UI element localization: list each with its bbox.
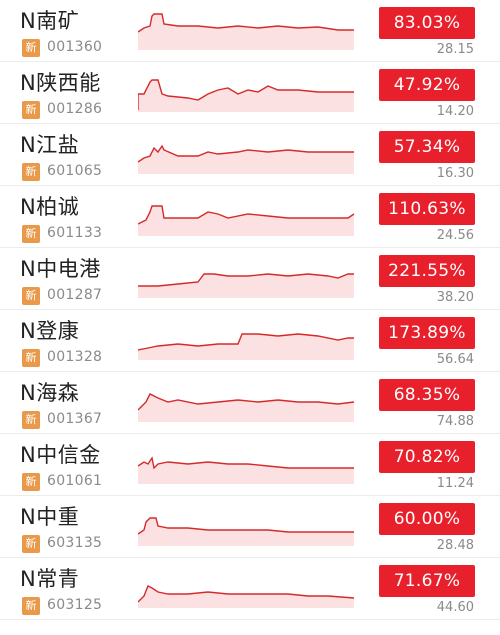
stock-row[interactable]: N南矿 新 001360 83.03% 28.15: [0, 0, 500, 62]
intraday-sparkline: [138, 13, 354, 50]
change-percent: 221.55%: [379, 255, 475, 287]
intraday-sparkline: [138, 456, 354, 484]
stock-code: 601133: [47, 225, 103, 241]
sparkline-line: [138, 144, 354, 163]
sparkline-area: [138, 394, 354, 422]
new-badge: 新: [22, 473, 40, 491]
intraday-sparkline: [138, 273, 354, 298]
stock-name: N中信金: [20, 443, 101, 467]
stock-code: 601061: [47, 473, 103, 489]
stock-price: 16.30: [436, 166, 474, 181]
new-badge: 新: [22, 163, 40, 181]
stock-code: 001360: [47, 39, 103, 55]
change-percent: 47.92%: [379, 69, 475, 101]
sparkline-area: [138, 586, 354, 608]
stock-price: 28.48: [436, 538, 474, 553]
stock-row[interactable]: N江盐 新 601065 57.34% 16.30: [0, 124, 500, 186]
stock-row[interactable]: N中重 新 603135 60.00% 28.48: [0, 496, 500, 558]
stock-name: N江盐: [20, 133, 80, 157]
stock-name: N常青: [20, 567, 80, 591]
sparkline-line: [138, 205, 355, 225]
sparkline-line: [138, 79, 354, 110]
sparkline-area: [138, 518, 354, 546]
intraday-sparkline: [138, 585, 355, 608]
sparkline-area: [138, 146, 354, 174]
change-percent: 70.82%: [379, 441, 475, 473]
stock-name: N登康: [20, 319, 80, 343]
sparkline-line: [138, 517, 354, 535]
stock-row[interactable]: N常青 新 603125 71.67% 44.60: [0, 558, 500, 620]
sparkline-area: [138, 80, 354, 112]
stock-name: N柏诚: [20, 195, 80, 219]
change-percent: 83.03%: [379, 7, 475, 39]
stock-price: 74.88: [436, 414, 474, 429]
new-badge: 新: [22, 225, 40, 243]
sparkline-area: [138, 14, 354, 50]
intraday-sparkline: [138, 144, 354, 174]
stock-name: N陕西能: [20, 71, 101, 95]
new-badge: 新: [22, 287, 40, 305]
stock-row[interactable]: N海森 新 001367 68.35% 74.88: [0, 372, 500, 434]
new-badge: 新: [22, 101, 40, 119]
stock-row[interactable]: N陕西能 新 001286 47.92% 14.20: [0, 62, 500, 124]
stock-price: 24.56: [436, 228, 474, 243]
sparkline-line: [138, 333, 354, 351]
intraday-sparkline: [138, 205, 355, 236]
stock-price: 14.20: [436, 104, 474, 119]
sparkline-area: [138, 458, 354, 484]
change-percent: 68.35%: [379, 379, 475, 411]
sparkline-area: [138, 274, 354, 298]
stock-price: 28.15: [436, 42, 474, 57]
stock-code: 001286: [47, 101, 103, 117]
stock-row[interactable]: N中电港 新 001287 221.55% 38.20: [0, 248, 500, 310]
new-badge: 新: [22, 535, 40, 553]
stock-code: 603125: [47, 597, 103, 613]
stock-name: N中重: [20, 505, 80, 529]
stock-price: 56.64: [436, 352, 474, 367]
change-percent: 71.67%: [379, 565, 475, 597]
intraday-sparkline: [138, 517, 354, 546]
change-percent: 60.00%: [379, 503, 475, 535]
stock-row[interactable]: N登康 新 001328 173.89% 56.64: [0, 310, 500, 372]
stock-price: 44.60: [436, 600, 474, 615]
sparkline-line: [138, 393, 355, 411]
intraday-sparkline: [138, 79, 354, 112]
change-percent: 173.89%: [379, 317, 475, 349]
stock-code: 001328: [47, 349, 103, 365]
stock-code: 001287: [47, 287, 103, 303]
sparkline-area: [138, 334, 354, 360]
sparkline-line: [138, 13, 354, 33]
sparkline-line: [138, 456, 354, 470]
new-badge: 新: [22, 597, 40, 615]
sparkline-area: [138, 206, 354, 236]
stock-name: N南矿: [20, 9, 80, 33]
new-badge: 新: [22, 411, 40, 429]
stock-row[interactable]: N中信金 新 601061 70.82% 11.24: [0, 434, 500, 496]
change-percent: 57.34%: [379, 131, 475, 163]
stock-code: 603135: [47, 535, 103, 551]
stock-name: N中电港: [20, 257, 101, 281]
intraday-sparkline: [138, 333, 354, 360]
sparkline-line: [138, 585, 355, 603]
stock-name: N海森: [20, 381, 80, 405]
sparkline-line: [138, 273, 354, 287]
intraday-sparkline: [138, 393, 355, 422]
stock-price: 38.20: [436, 290, 474, 305]
stock-code: 601065: [47, 163, 103, 179]
stock-row[interactable]: N柏诚 新 601133 110.63% 24.56: [0, 186, 500, 248]
stock-price: 11.24: [436, 476, 474, 491]
change-percent: 110.63%: [379, 193, 475, 225]
new-badge: 新: [22, 349, 40, 367]
stock-code: 001367: [47, 411, 103, 427]
new-badge: 新: [22, 39, 40, 57]
